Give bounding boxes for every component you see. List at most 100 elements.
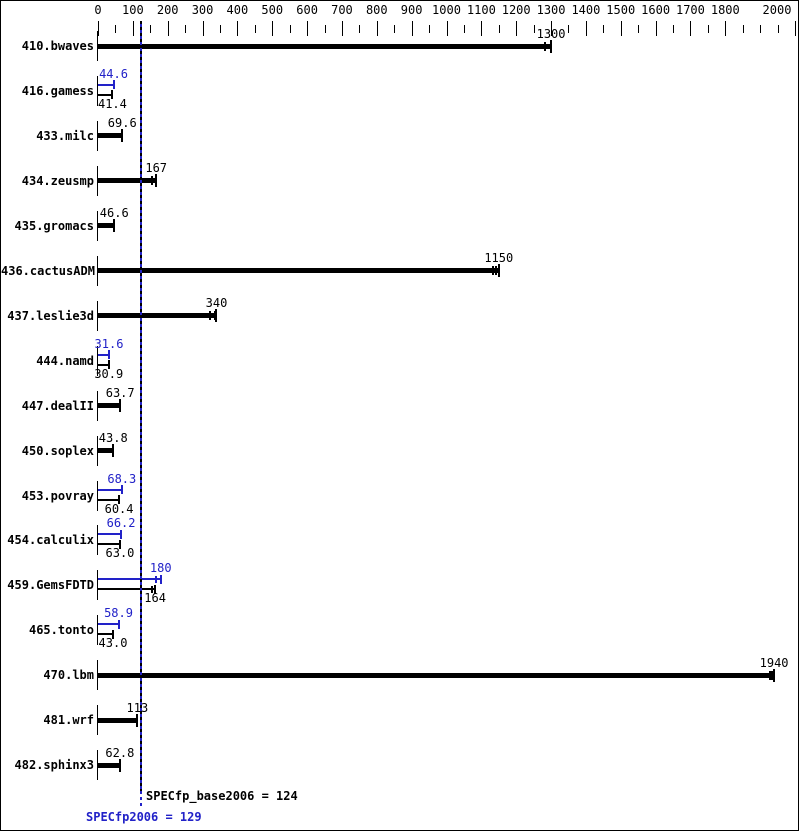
axis-tick-label: 1700 — [675, 3, 705, 17]
axis-tick — [115, 25, 117, 33]
axis-tick-label: 400 — [226, 3, 249, 17]
run-mark — [154, 575, 157, 583]
peak-value-label: 180 — [149, 561, 172, 576]
base-value-label: 113 — [126, 700, 149, 715]
axis-tick-label: 0 — [94, 3, 102, 17]
axis-tick — [707, 25, 709, 33]
benchmark-label: 482.sphinx3 — [14, 758, 94, 773]
row-baseline — [97, 705, 98, 736]
base-bar — [98, 588, 156, 591]
row-baseline — [97, 75, 98, 106]
axis-tick — [307, 21, 309, 36]
base-bar — [98, 543, 120, 546]
benchmark-label: 450.soplex — [21, 443, 94, 458]
row-baseline — [97, 750, 98, 781]
benchmark-label: 454.calculix — [7, 533, 94, 548]
axis-tick-label: 700 — [331, 3, 353, 17]
bar-end-tick — [111, 90, 114, 100]
base-value-label: 43.8 — [98, 431, 128, 446]
axis-tick-label: 1800 — [710, 3, 740, 17]
base-value-label: 60.4 — [104, 501, 134, 516]
benchmark-label: 453.povray — [21, 488, 94, 503]
benchmark-label: 437.leslie3d — [7, 308, 94, 323]
benchmark-label: 410.bwaves — [21, 39, 94, 53]
axis-tick-label: 600 — [296, 3, 318, 17]
row-baseline — [97, 660, 98, 691]
axis-tick-label: 800 — [365, 3, 388, 17]
peak-value-label: 68.3 — [107, 471, 137, 486]
axis-tick — [481, 21, 483, 36]
base-value-label: 63.7 — [105, 386, 135, 401]
mean-dotted-line — [140, 21, 142, 791]
base-bar — [98, 717, 138, 723]
axis-tick — [777, 25, 779, 33]
bar-end-tick — [497, 264, 500, 278]
peak-bar — [98, 578, 161, 581]
bar-end-tick — [113, 219, 116, 233]
axis-tick — [272, 21, 274, 36]
axis-tick — [498, 25, 500, 33]
axis-tick — [463, 25, 465, 33]
row-baseline — [97, 390, 98, 421]
axis-tick — [690, 21, 692, 36]
base-value-label: 1300 — [536, 26, 566, 41]
benchmark-label: 416.gamess — [21, 83, 94, 98]
base-value-label: 62.8 — [105, 745, 135, 760]
peak-value-label: 58.9 — [104, 606, 133, 621]
axis-tick — [376, 21, 378, 36]
axis-tick — [673, 25, 675, 33]
base-bar — [98, 133, 123, 139]
axis-tick-label: 100 — [122, 3, 144, 17]
run-mark — [209, 311, 212, 321]
axis-tick — [341, 21, 343, 36]
benchmark-label: 481.wrf — [43, 713, 94, 728]
axis-tick — [585, 21, 587, 36]
row-baseline — [97, 525, 98, 556]
bar-end-tick — [108, 350, 110, 360]
axis-tick — [533, 25, 535, 33]
axis-tick — [568, 25, 570, 33]
bar-end-tick — [112, 80, 115, 90]
base-value-label: 63.0 — [105, 546, 135, 561]
benchmark-label: 447.dealII — [21, 398, 94, 413]
axis-tick-label: 1200 — [501, 3, 531, 17]
base-value-label: 167 — [145, 161, 168, 176]
bar-end-tick — [136, 713, 139, 727]
bar-end-tick — [215, 309, 218, 323]
bar-end-tick — [118, 539, 121, 549]
axis-tick — [655, 21, 657, 36]
axis-tick — [446, 21, 448, 36]
peak-bar — [98, 488, 122, 491]
axis-tick — [516, 21, 518, 36]
bar-end-tick — [118, 495, 121, 504]
bar-end-tick — [118, 758, 121, 772]
axis-tick — [760, 25, 762, 33]
base-bar — [98, 672, 775, 678]
row-baseline — [97, 615, 98, 646]
bar-end-tick — [117, 619, 120, 629]
base-bar — [98, 313, 217, 319]
base-bar — [98, 178, 157, 184]
axis-tick — [742, 25, 744, 33]
bar-end-tick — [120, 485, 123, 494]
row-baseline — [97, 31, 98, 61]
peak-value-label: 44.6 — [99, 66, 128, 81]
benchmark-label: 433.milc — [36, 128, 94, 143]
base-bar — [98, 43, 552, 49]
base-bar — [98, 93, 113, 96]
axis-tick — [359, 25, 361, 33]
peak-mean-text: SPECfp2006 = 129 — [86, 810, 202, 824]
base-value-label: 69.6 — [107, 116, 137, 131]
bar-end-tick — [155, 174, 158, 188]
axis-tick — [237, 21, 239, 36]
peak-bar — [98, 533, 122, 536]
axis-tick — [132, 21, 134, 36]
axis-tick — [289, 25, 291, 33]
benchmark-label: 435.gromacs — [14, 218, 94, 233]
row-baseline — [97, 435, 98, 466]
axis-tick — [429, 25, 431, 33]
base-bar — [98, 268, 499, 274]
row-baseline — [97, 345, 98, 376]
bar-end-tick — [550, 39, 553, 53]
